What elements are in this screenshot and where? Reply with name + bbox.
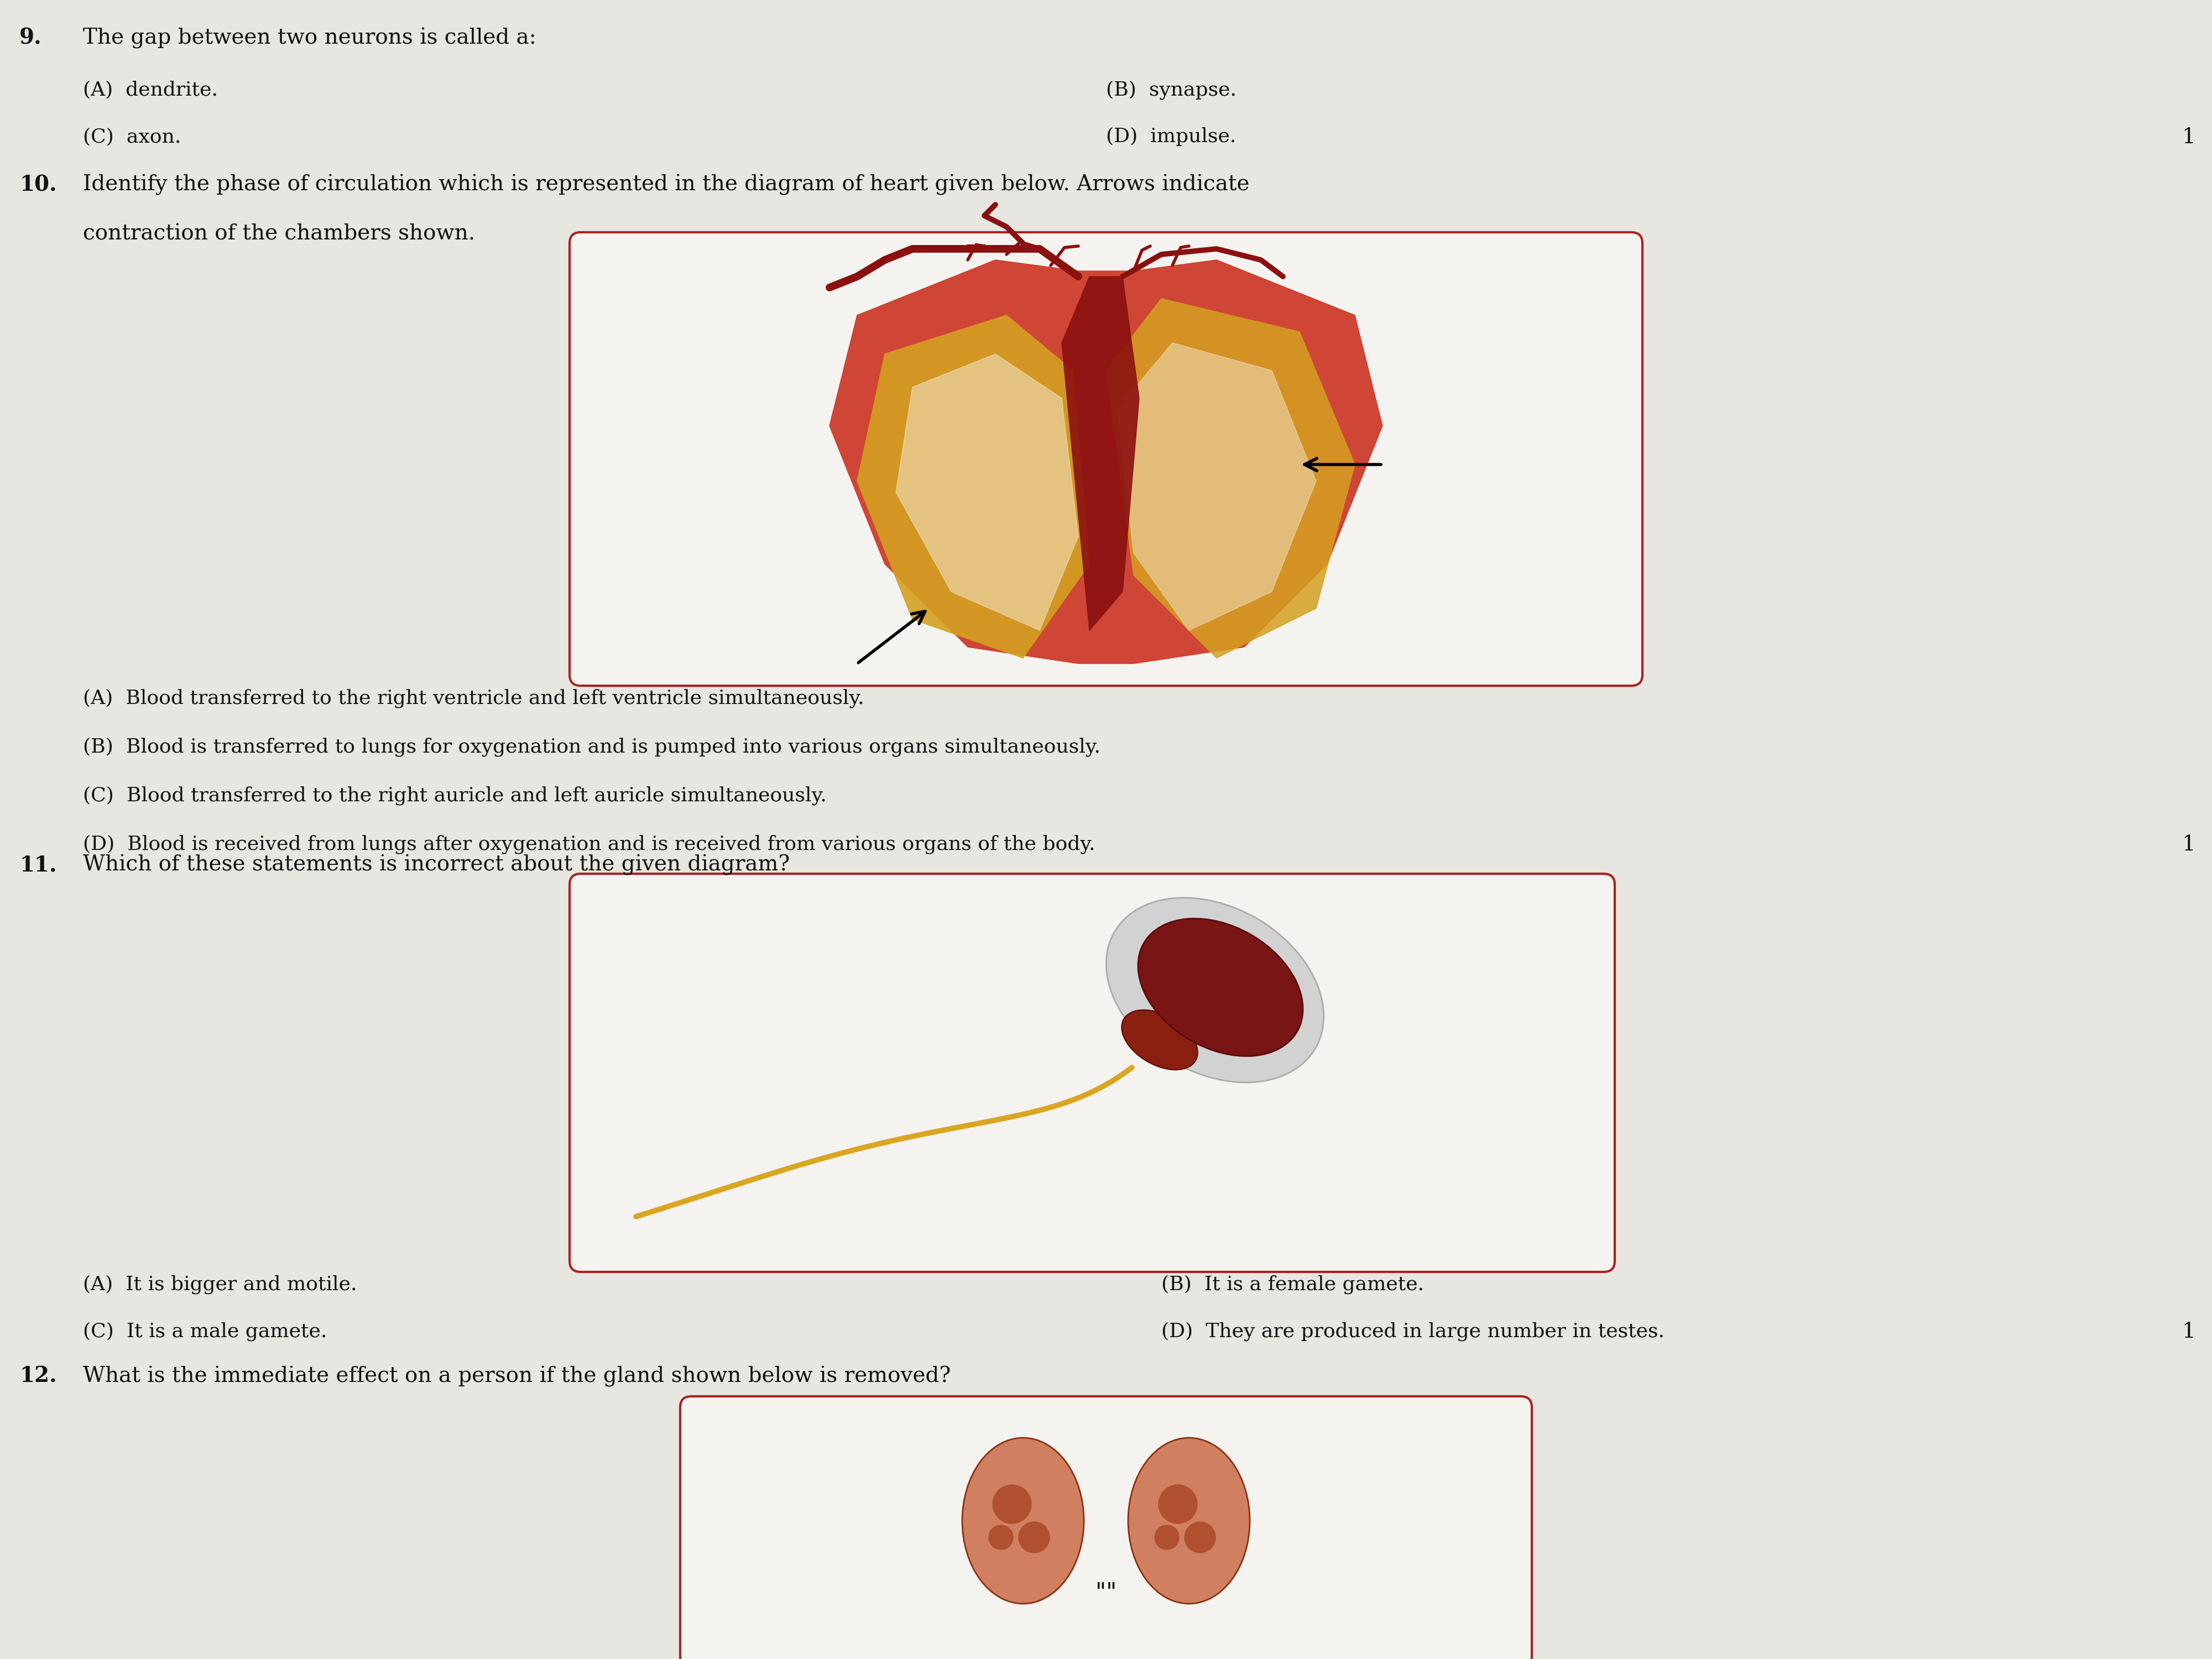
Text: 10.: 10. bbox=[20, 174, 58, 196]
Circle shape bbox=[1018, 1521, 1051, 1553]
Circle shape bbox=[1186, 1521, 1217, 1553]
FancyBboxPatch shape bbox=[571, 874, 1615, 1272]
Circle shape bbox=[1159, 1485, 1197, 1523]
Text: (C)  It is a male gamete.: (C) It is a male gamete. bbox=[84, 1322, 327, 1340]
Text: 12.: 12. bbox=[20, 1365, 58, 1387]
Text: (C)  axon.: (C) axon. bbox=[84, 128, 181, 146]
Polygon shape bbox=[1106, 299, 1354, 659]
Text: (A)  dendrite.: (A) dendrite. bbox=[84, 80, 217, 100]
Text: 9.: 9. bbox=[20, 28, 42, 48]
Text: The gap between two neurons is called a:: The gap between two neurons is called a: bbox=[84, 28, 535, 48]
Text: 1: 1 bbox=[2181, 834, 2197, 854]
Text: (D)  Blood is received from lungs after oxygenation and is received from various: (D) Blood is received from lungs after o… bbox=[84, 834, 1095, 854]
Text: "": "" bbox=[1095, 1581, 1117, 1604]
Circle shape bbox=[1155, 1525, 1179, 1550]
Polygon shape bbox=[858, 315, 1088, 659]
FancyBboxPatch shape bbox=[681, 1397, 1533, 1659]
Circle shape bbox=[993, 1485, 1031, 1523]
Polygon shape bbox=[830, 260, 1383, 664]
Text: contraction of the chambers shown.: contraction of the chambers shown. bbox=[84, 224, 476, 244]
Polygon shape bbox=[1062, 277, 1139, 630]
Text: (A)  It is bigger and motile.: (A) It is bigger and motile. bbox=[84, 1274, 356, 1294]
Text: 1: 1 bbox=[2181, 128, 2197, 148]
Text: Identify the phase of circulation which is represented in the diagram of heart g: Identify the phase of circulation which … bbox=[84, 174, 1250, 196]
Ellipse shape bbox=[1128, 1438, 1250, 1604]
Text: 1: 1 bbox=[2181, 1322, 2197, 1342]
Text: (D)  impulse.: (D) impulse. bbox=[1106, 128, 1237, 146]
Text: (B)  synapse.: (B) synapse. bbox=[1106, 80, 1237, 100]
FancyBboxPatch shape bbox=[571, 232, 1641, 685]
Text: 11.: 11. bbox=[20, 854, 58, 876]
Text: Which of these statements is incorrect about the given diagram?: Which of these statements is incorrect a… bbox=[84, 854, 790, 876]
Polygon shape bbox=[1117, 343, 1316, 630]
Ellipse shape bbox=[1121, 1010, 1197, 1070]
Text: What is the immediate effect on a person if the gland shown below is removed?: What is the immediate effect on a person… bbox=[84, 1365, 951, 1387]
Ellipse shape bbox=[1106, 898, 1323, 1082]
Text: (B)  Blood is transferred to lungs for oxygenation and is pumped into various or: (B) Blood is transferred to lungs for ox… bbox=[84, 737, 1102, 757]
Circle shape bbox=[989, 1525, 1013, 1550]
Polygon shape bbox=[896, 353, 1079, 630]
Ellipse shape bbox=[1137, 919, 1303, 1057]
Ellipse shape bbox=[962, 1438, 1084, 1604]
Text: (C)  Blood transferred to the right auricle and left auricle simultaneously.: (C) Blood transferred to the right auric… bbox=[84, 786, 827, 805]
Text: (B)  It is a female gamete.: (B) It is a female gamete. bbox=[1161, 1274, 1425, 1294]
Text: (A)  Blood transferred to the right ventricle and left ventricle simultaneously.: (A) Blood transferred to the right ventr… bbox=[84, 688, 865, 708]
Text: (D)  They are produced in large number in testes.: (D) They are produced in large number in… bbox=[1161, 1322, 1666, 1340]
